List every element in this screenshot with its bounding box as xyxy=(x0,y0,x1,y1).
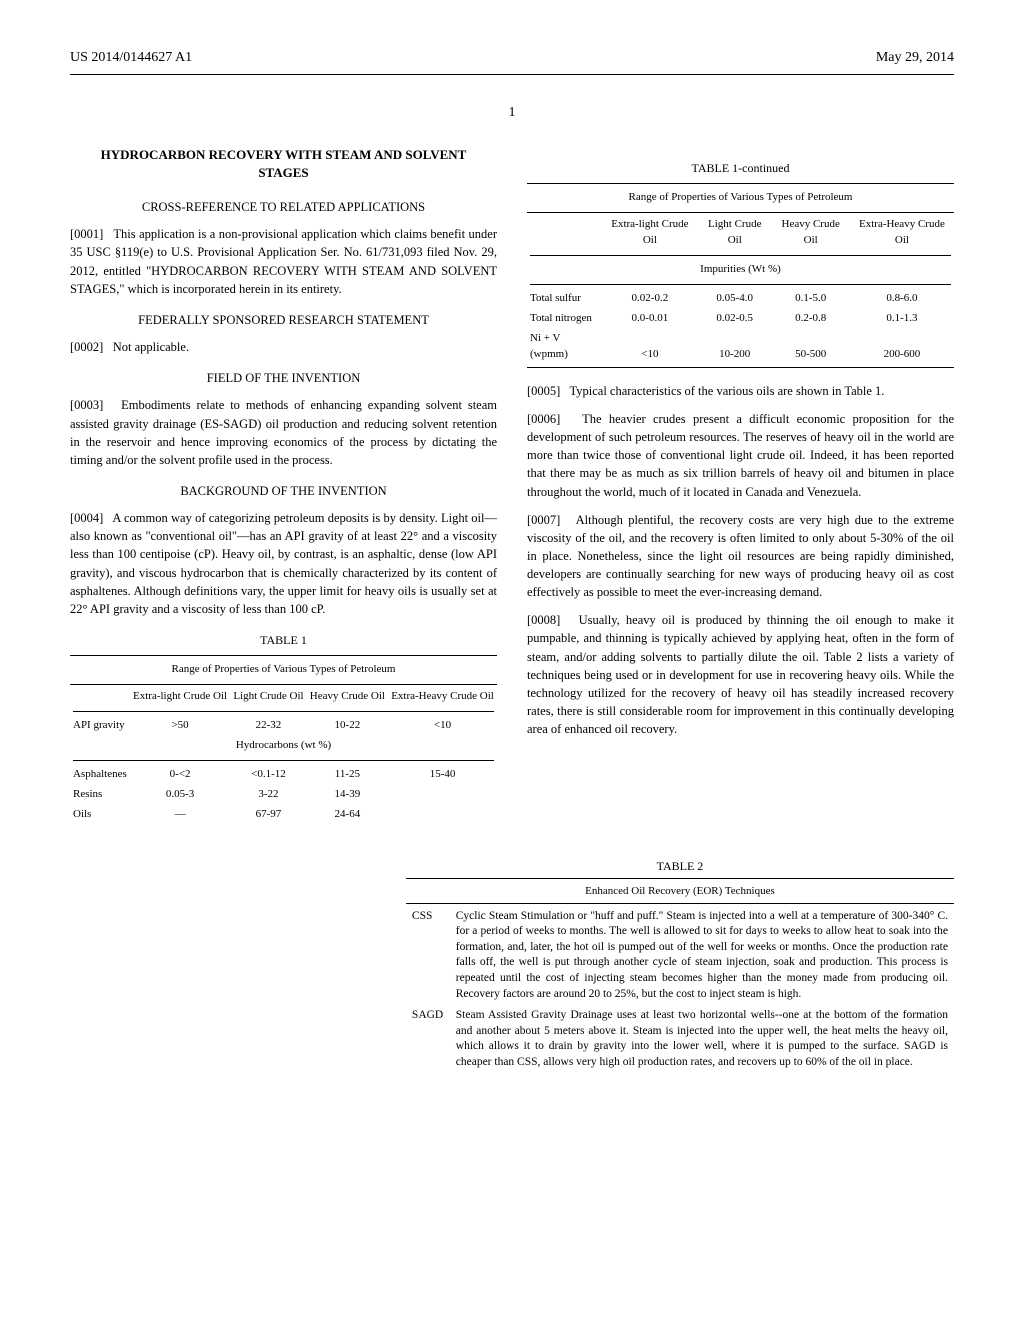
federal-heading: FEDERALLY SPONSORED RESEARCH STATEMENT xyxy=(70,312,497,328)
para-0008: [0008] Usually, heavy oil is produced by… xyxy=(527,611,954,738)
para-text: Not applicable. xyxy=(113,340,189,354)
table-title: Range of Properties of Various Types of … xyxy=(70,658,497,682)
patent-page: US 2014/0144627 A1 May 29, 2014 1 HYDROC… xyxy=(0,0,1024,1113)
para-number: [0007] xyxy=(527,513,560,527)
page-number: 1 xyxy=(70,105,954,121)
para-0001: [0001] This application is a non-provisi… xyxy=(70,225,497,298)
para-0004: [0004] A common way of categorizing petr… xyxy=(70,509,497,618)
table-row: Oils — 67-97 24-64 xyxy=(70,805,497,825)
para-number: [0002] xyxy=(70,340,103,354)
table-row: Asphaltenes 0-<2 <0.1-12 11-25 15-40 xyxy=(70,765,497,785)
eor-code: SAGD xyxy=(406,1005,450,1073)
table-1-grid: Extra-light Crude Oil Light Crude Oil He… xyxy=(70,687,497,825)
table-row: API gravity >50 22-32 10-22 <10 xyxy=(70,716,497,736)
para-text: Embodiments relate to methods of enhanci… xyxy=(70,398,497,466)
table-caption: TABLE 1-continued xyxy=(527,160,954,177)
eor-code: CSS xyxy=(406,906,450,1005)
table-2-block: TABLE 2 Enhanced Oil Recovery (EOR) Tech… xyxy=(70,859,954,1073)
table-1-continued: TABLE 1-continued Range of Properties of… xyxy=(527,160,954,368)
para-text: Typical characteristics of the various o… xyxy=(569,384,884,398)
two-column-layout: HYDROCARBON RECOVERY WITH STEAM AND SOLV… xyxy=(70,146,954,839)
para-0002: [0002] Not applicable. xyxy=(70,338,497,356)
para-0005: [0005] Typical characteristics of the va… xyxy=(527,382,954,400)
background-heading: BACKGROUND OF THE INVENTION xyxy=(70,483,497,499)
table-title: Range of Properties of Various Types of … xyxy=(527,186,954,210)
table-subheading: Impurities (Wt %) xyxy=(527,260,954,280)
table-row: Total sulfur 0.02-0.2 0.05-4.0 0.1-5.0 0… xyxy=(527,289,954,309)
eor-description: Cyclic Steam Stimulation or "huff and pu… xyxy=(450,906,954,1005)
table-row: SAGD Steam Assisted Gravity Drainage use… xyxy=(406,1005,954,1073)
para-number: [0006] xyxy=(527,412,560,426)
field-heading: FIELD OF THE INVENTION xyxy=(70,370,497,386)
table-subheading: Hydrocarbons (wt %) xyxy=(70,736,497,756)
para-0006: [0006] The heavier crudes present a diff… xyxy=(527,410,954,501)
table-1-cont-grid: Extra-light Crude Oil Light Crude Oil He… xyxy=(527,215,954,365)
page-header: US 2014/0144627 A1 May 29, 2014 xyxy=(70,50,954,66)
table-1: TABLE 1 Range of Properties of Various T… xyxy=(70,632,497,825)
header-divider xyxy=(70,74,954,75)
table-2-grid: CSS Cyclic Steam Stimulation or "huff an… xyxy=(406,906,954,1073)
table-row: Total nitrogen 0.0-0.01 0.02-0.5 0.2-0.8… xyxy=(527,309,954,329)
para-number: [0001] xyxy=(70,227,103,241)
para-number: [0008] xyxy=(527,613,560,627)
publication-number: US 2014/0144627 A1 xyxy=(70,50,192,66)
para-0007: [0007] Although plentiful, the recovery … xyxy=(527,511,954,602)
table-row: Resins 0.05-3 3-22 14-39 xyxy=(70,785,497,805)
eor-description: Steam Assisted Gravity Drainage uses at … xyxy=(450,1005,954,1073)
table-caption: TABLE 1 xyxy=(70,632,497,649)
para-text: A common way of categorizing petroleum d… xyxy=(70,511,497,616)
cross-ref-heading: CROSS-REFERENCE TO RELATED APPLICATIONS xyxy=(70,199,497,215)
para-number: [0005] xyxy=(527,384,560,398)
para-number: [0004] xyxy=(70,511,103,525)
publication-date: May 29, 2014 xyxy=(876,50,954,66)
para-text: Usually, heavy oil is produced by thinni… xyxy=(527,613,954,736)
table-title: Enhanced Oil Recovery (EOR) Techniques xyxy=(406,881,954,901)
para-text: The heavier crudes present a difficult e… xyxy=(527,412,954,499)
table-row: Ni + V (wpmm) <10 10-200 50-500 200-600 xyxy=(527,329,954,365)
para-0003: [0003] Embodiments relate to methods of … xyxy=(70,396,497,469)
para-text: Although plentiful, the recovery costs a… xyxy=(527,513,954,600)
para-number: [0003] xyxy=(70,398,103,412)
table-header-row: Extra-light Crude Oil Light Crude Oil He… xyxy=(70,687,497,707)
left-column: HYDROCARBON RECOVERY WITH STEAM AND SOLV… xyxy=(70,146,497,839)
right-column: TABLE 1-continued Range of Properties of… xyxy=(527,146,954,839)
invention-title: HYDROCARBON RECOVERY WITH STEAM AND SOLV… xyxy=(90,146,477,181)
table-caption: TABLE 2 xyxy=(406,859,954,874)
para-text: This application is a non-provisional ap… xyxy=(70,227,497,295)
table-header-row: Extra-light Crude Oil Light Crude Oil He… xyxy=(527,215,954,251)
table-row: CSS Cyclic Steam Stimulation or "huff an… xyxy=(406,906,954,1005)
